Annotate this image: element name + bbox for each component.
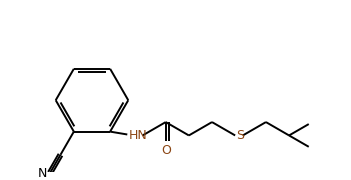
Text: S: S [236, 129, 244, 142]
Text: N: N [38, 167, 47, 180]
Text: O: O [162, 144, 172, 157]
Text: HN: HN [129, 129, 148, 142]
